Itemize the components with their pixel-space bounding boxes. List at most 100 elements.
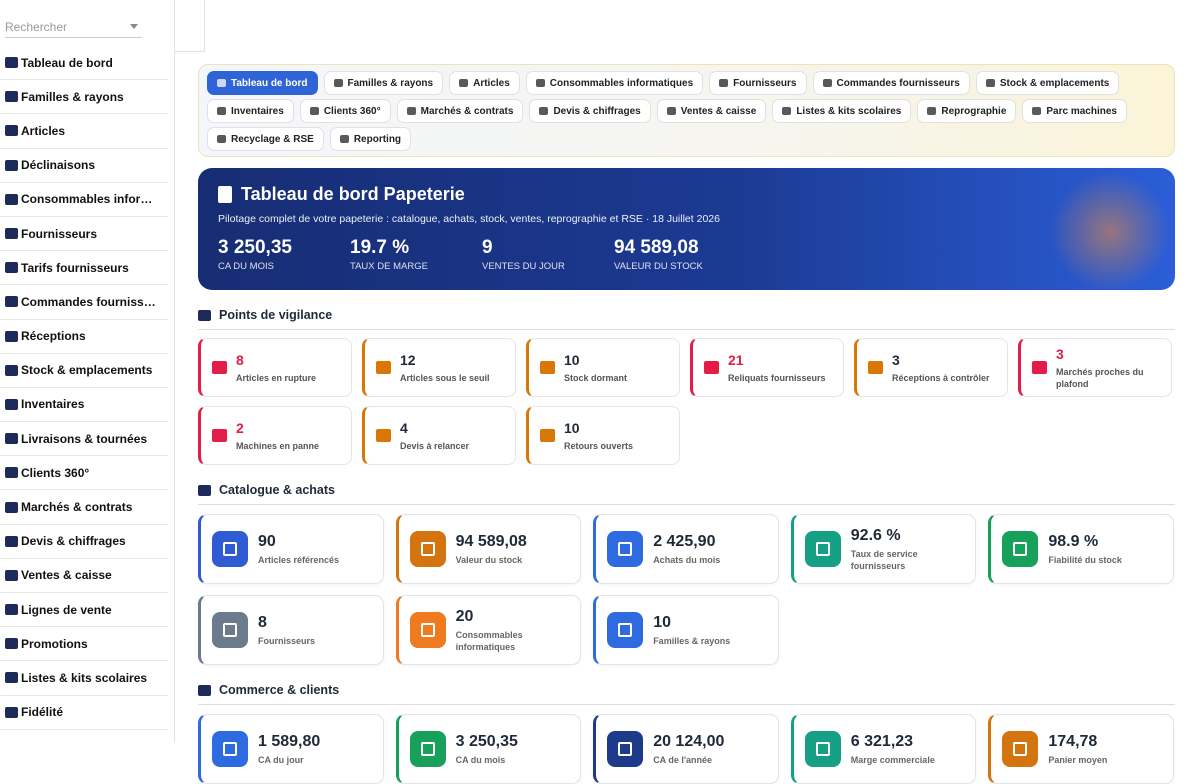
stat-card[interactable]: 90 Articles référencés [198, 514, 384, 584]
glyph [420, 623, 435, 637]
tab[interactable]: Consommables informatiques [525, 71, 704, 95]
tab[interactable]: Marchés & contrats [396, 99, 524, 123]
nav-label: Clients 360° [21, 465, 90, 480]
nav-item[interactable]: Stock & emplacements [0, 354, 168, 388]
nav-item[interactable]: Inventaires [0, 388, 168, 423]
nav-item[interactable]: Lignes de vente [0, 593, 168, 628]
alert-value: 10 [564, 419, 580, 436]
nav-label: Commandes fournisseurs [21, 294, 161, 309]
tab[interactable]: Devis & chiffrages [529, 99, 651, 123]
nav-icon [5, 193, 18, 205]
tab[interactable]: Reporting [329, 127, 412, 151]
alert-body: 21 Reliquats fournisseurs [728, 352, 826, 384]
card-value: 3 250,35 [455, 732, 518, 750]
tab[interactable]: Inventaires [207, 99, 294, 123]
card-label: CA du mois [455, 754, 506, 765]
nav-item[interactable]: Promotions [0, 627, 168, 662]
nav-item[interactable]: Devis & chiffrages [0, 525, 168, 559]
nav-item[interactable]: Tableau de bord [0, 46, 168, 81]
stat-card[interactable]: 10 Familles & rayons [593, 595, 779, 665]
stat-card[interactable]: 2 425,90 Achats du mois [593, 514, 779, 584]
tab-icon [539, 107, 549, 115]
nav-item[interactable]: Familles & rayons [0, 80, 168, 115]
stat-card[interactable]: 98.9 % Fiabilité du stock [988, 514, 1174, 584]
nav-item[interactable]: Ventes & caisse [0, 559, 168, 593]
nav-item[interactable]: Consommables informatiques [0, 183, 168, 217]
tab[interactable]: Tableau de bord [207, 71, 318, 95]
kpi: 9 VENTES DU JOUR [482, 237, 614, 272]
tab[interactable]: Clients 360° [299, 99, 391, 123]
alert-card[interactable]: 10 Retours ouverts [526, 406, 680, 465]
tab-icon [535, 79, 545, 87]
nav-item[interactable]: Listes & kits scolaires [0, 661, 168, 696]
nav-item[interactable]: Fidélité [0, 696, 168, 730]
alert-card[interactable]: 3 Réceptions à contrôler [854, 338, 1008, 397]
stat-card[interactable]: 3 250,35 CA du mois [395, 714, 582, 784]
nav-item[interactable]: Commandes fournisseurs [0, 285, 168, 320]
tab[interactable]: Familles & rayons [323, 71, 444, 95]
alert-card[interactable]: 8 Articles en rupture [198, 338, 352, 397]
glyph [1013, 542, 1028, 556]
nav-icon [5, 159, 18, 171]
card-body: 90 Articles référencés [258, 533, 339, 566]
alert-icon [704, 361, 719, 374]
stat-card[interactable]: 20 124,00 CA de l'année [593, 714, 779, 784]
card-value: 6 321,23 [850, 732, 914, 750]
nav-label: Déclinaisons [21, 158, 96, 173]
stat-card[interactable]: 94 589,08 Valeur du stock [395, 514, 582, 584]
nav-item[interactable]: Fournisseurs [0, 217, 168, 252]
nav: Tableau de bord Familles & rayons Articles… [0, 46, 168, 730]
card-value: 92.6 % [850, 526, 901, 544]
glyph [223, 623, 237, 637]
card-body: 20 Consommables informatiques [456, 608, 556, 653]
nav-item[interactable]: Tarifs fournisseurs [0, 251, 168, 286]
tab[interactable]: Articles [449, 71, 520, 95]
tab[interactable]: Recyclage & RSE [207, 127, 324, 151]
card-value: 90 [258, 532, 276, 550]
alert-card[interactable]: 2 Machines en panne [198, 406, 352, 465]
alert-body: 12 Articles sous le seuil [400, 352, 490, 384]
tab[interactable]: Parc machines [1022, 99, 1127, 123]
tab-icon [217, 79, 226, 87]
card-icon [409, 731, 446, 767]
tab[interactable]: Reprographie [917, 99, 1017, 123]
tab[interactable]: Listes & kits scolaires [772, 99, 912, 123]
nav-item[interactable]: Clients 360° [0, 456, 168, 491]
section-title: Catalogue & achats [198, 483, 1175, 505]
nav-icon [5, 638, 18, 650]
stat-card[interactable]: 1 589,80 CA du jour [198, 714, 384, 784]
stat-card[interactable]: 8 Fournisseurs [198, 595, 384, 665]
stat-card[interactable]: 6 321,23 Marge commerciale [790, 714, 977, 784]
stat-card[interactable]: 174,78 Panier moyen [988, 714, 1174, 784]
alert-label: Machines en panne [236, 440, 320, 451]
alert-card[interactable]: 10 Stock dormant [526, 338, 680, 397]
nav-item[interactable]: Articles [0, 114, 168, 149]
tab[interactable]: Stock & emplacements [975, 71, 1120, 95]
kpi-value: 19.7 % [350, 237, 410, 258]
tabs: Tableau de bord Familles & rayons Articles… [198, 64, 1175, 157]
sidebar: Rechercher Tableau de bord Familles & ray… [0, 0, 175, 743]
card-label: Consommables informatiques [455, 629, 523, 652]
tab[interactable]: Ventes & caisse [656, 99, 767, 123]
nav-item[interactable]: Livraisons & tournées [0, 422, 168, 457]
stat-card[interactable]: 92.6 % Taux de service fournisseurs [790, 514, 977, 584]
alert-body: 10 Stock dormant [564, 352, 627, 384]
nav-label: Stock & emplacements [21, 363, 153, 378]
nav-item[interactable]: Déclinaisons [0, 149, 168, 183]
alert-card[interactable]: 3 Marchés proches du plafond [1018, 338, 1172, 397]
section-title: Commerce & clients [198, 683, 1175, 705]
tab[interactable]: Fournisseurs [709, 71, 807, 95]
nav-item[interactable]: Réceptions [0, 320, 168, 354]
glyph [420, 542, 435, 556]
nav-icon [5, 296, 18, 308]
alert-card[interactable]: 4 Devis à relancer [362, 406, 516, 465]
nav-label: Promotions [21, 636, 88, 651]
alert-card[interactable]: 21 Reliquats fournisseurs [690, 338, 844, 397]
alert-value: 8 [236, 351, 244, 368]
search-box[interactable]: Rechercher [5, 16, 142, 38]
kpis: 3 250,35 CA DU MOIS 19.7 % TAUX DE MARGE 9 VE… [218, 237, 1155, 272]
nav-item[interactable]: Marchés & contrats [0, 490, 168, 525]
tab[interactable]: Commandes fournisseurs [812, 71, 970, 95]
alert-card[interactable]: 12 Articles sous le seuil [362, 338, 516, 397]
stat-card[interactable]: 20 Consommables informatiques [395, 595, 582, 665]
